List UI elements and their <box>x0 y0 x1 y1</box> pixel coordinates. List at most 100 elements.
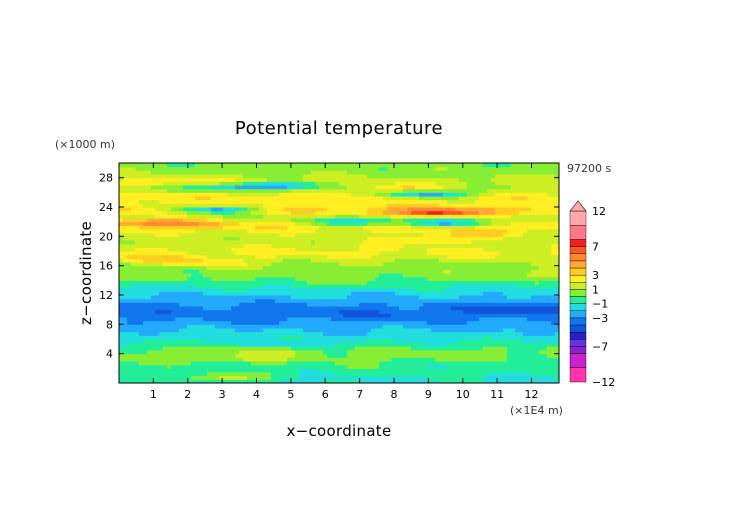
heatmap-cell <box>459 262 464 267</box>
heatmap-cell <box>171 295 176 300</box>
heatmap-cell <box>191 313 196 318</box>
heatmap-cell <box>363 357 368 362</box>
heatmap-cell <box>123 243 128 248</box>
heatmap-cell <box>163 265 168 270</box>
heatmap-cell <box>283 350 288 355</box>
heatmap-cell <box>331 221 336 226</box>
heatmap-cell <box>407 368 412 373</box>
heatmap-cell <box>543 280 548 285</box>
heatmap-cell <box>243 236 248 241</box>
heatmap-cell <box>431 232 436 237</box>
heatmap-cell <box>295 247 300 252</box>
heatmap-cell <box>347 339 352 344</box>
heatmap-cell <box>411 254 416 259</box>
heatmap-cell <box>243 346 248 351</box>
heatmap-cell <box>371 273 376 278</box>
heatmap-cell <box>163 240 168 245</box>
heatmap-cell <box>203 258 208 263</box>
heatmap-cell <box>371 251 376 256</box>
heatmap-cell <box>131 229 136 234</box>
heatmap-cell <box>391 251 396 256</box>
heatmap-cell <box>371 368 376 373</box>
heatmap-cell <box>255 313 260 318</box>
heatmap-cell <box>435 379 440 384</box>
heatmap-cell <box>303 331 308 336</box>
heatmap-cell <box>287 295 292 300</box>
heatmap-cell <box>483 291 488 296</box>
heatmap-cell <box>287 247 292 252</box>
heatmap-cell <box>523 331 528 336</box>
heatmap-cell <box>239 317 244 322</box>
heatmap-cell <box>203 313 208 318</box>
heatmap-cell <box>175 350 180 355</box>
heatmap-cell <box>483 342 488 347</box>
heatmap-cell <box>423 298 428 303</box>
heatmap-cell <box>259 302 264 307</box>
heatmap-cell <box>219 357 224 362</box>
heatmap-cell <box>315 357 320 362</box>
heatmap-cell <box>375 225 380 230</box>
heatmap-cell <box>159 258 164 263</box>
heatmap-cell <box>235 273 240 278</box>
heatmap-cell <box>119 372 124 377</box>
heatmap-cell <box>387 291 392 296</box>
heatmap-cell <box>491 313 496 318</box>
heatmap-cell <box>223 335 228 340</box>
heatmap-cell <box>531 265 536 270</box>
heatmap-cell <box>411 262 416 267</box>
heatmap-cell <box>163 353 168 358</box>
heatmap-cell <box>555 254 560 259</box>
heatmap-cell <box>323 225 328 230</box>
heatmap-cell <box>175 295 180 300</box>
heatmap-cell <box>539 379 544 384</box>
heatmap-cell <box>475 346 480 351</box>
heatmap-cell <box>327 328 332 333</box>
heatmap-cell <box>295 324 300 329</box>
heatmap-cell <box>415 247 420 252</box>
heatmap-cell <box>215 346 220 351</box>
heatmap-cell <box>199 284 204 289</box>
heatmap-cell <box>443 372 448 377</box>
heatmap-cell <box>491 357 496 362</box>
heatmap-cell <box>199 339 204 344</box>
heatmap-cell <box>547 361 552 366</box>
heatmap-cell <box>119 328 124 333</box>
heatmap-cell <box>203 331 208 336</box>
heatmap-cell <box>491 320 496 325</box>
heatmap-cell <box>463 269 468 274</box>
heatmap-cell <box>295 258 300 263</box>
heatmap-cell <box>475 357 480 362</box>
heatmap-cell <box>479 295 484 300</box>
heatmap-cell <box>135 368 140 373</box>
heatmap-cell <box>507 309 512 314</box>
heatmap-cell <box>527 372 532 377</box>
heatmap-cell <box>279 372 284 377</box>
heatmap-cell <box>443 346 448 351</box>
heatmap-cell <box>251 240 256 245</box>
heatmap-cell <box>471 221 476 226</box>
heatmap-cell <box>311 295 316 300</box>
heatmap-cell <box>207 364 212 369</box>
heatmap-cell <box>259 236 264 241</box>
heatmap-cell <box>235 298 240 303</box>
heatmap-cell <box>407 331 412 336</box>
heatmap-cell <box>179 346 184 351</box>
heatmap-cell <box>403 324 408 329</box>
heatmap-cell <box>219 258 224 263</box>
heatmap-cell <box>323 221 328 226</box>
heatmap-cell <box>383 232 388 237</box>
heatmap-cell <box>411 317 416 322</box>
heatmap-cell <box>427 306 432 311</box>
heatmap-cell <box>267 265 272 270</box>
heatmap-cell <box>475 236 480 241</box>
heatmap-cell <box>351 320 356 325</box>
heatmap-cell <box>527 353 532 358</box>
heatmap-cell <box>431 236 436 241</box>
heatmap-cell <box>343 368 348 373</box>
heatmap-cell <box>199 221 204 226</box>
heatmap-cell <box>431 331 436 336</box>
heatmap-cell <box>527 361 532 366</box>
heatmap-cell <box>487 251 492 256</box>
heatmap-cell <box>547 317 552 322</box>
heatmap-cell <box>195 350 200 355</box>
